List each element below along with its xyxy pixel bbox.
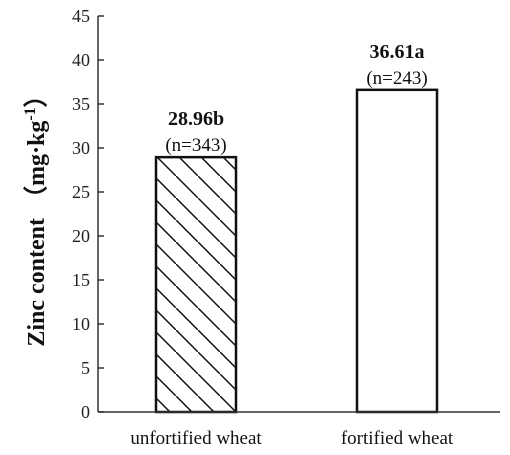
bar-unfortified: [154, 155, 238, 414]
y-tick-label: 35: [72, 94, 90, 114]
y-axis: 0 5 10 15 20 25 30 35 40 45: [72, 6, 104, 422]
x-category-label: fortified wheat: [341, 428, 454, 449]
bar-value-label: 28.96b: [168, 108, 224, 130]
y-tick-label: 0: [81, 402, 90, 422]
y-axis-title: Zinc content （mg·kg-1）: [22, 83, 50, 346]
bar-sample-size-label: (n=243): [366, 68, 427, 89]
y-tick-label: 25: [72, 182, 90, 202]
y-tick-label: 20: [72, 226, 90, 246]
y-tick-label: 10: [72, 314, 90, 334]
bar-sample-size-label: (n=343): [165, 135, 226, 156]
y-tick-label: 15: [72, 270, 90, 290]
bar-fortified: [355, 88, 439, 414]
bar-value-label: 36.61a: [370, 41, 425, 63]
bar-annotations: 28.96b (n=343) 36.61a (n=243): [165, 41, 427, 156]
x-axis: unfortified wheat fortified wheat: [98, 411, 500, 449]
y-tick-label: 45: [72, 6, 90, 26]
y-tick-label: 40: [72, 50, 90, 70]
x-category-label: unfortified wheat: [130, 428, 262, 449]
y-tick-label: 5: [81, 358, 90, 378]
bars-group: [154, 88, 439, 414]
y-tick-label: 30: [72, 138, 90, 158]
